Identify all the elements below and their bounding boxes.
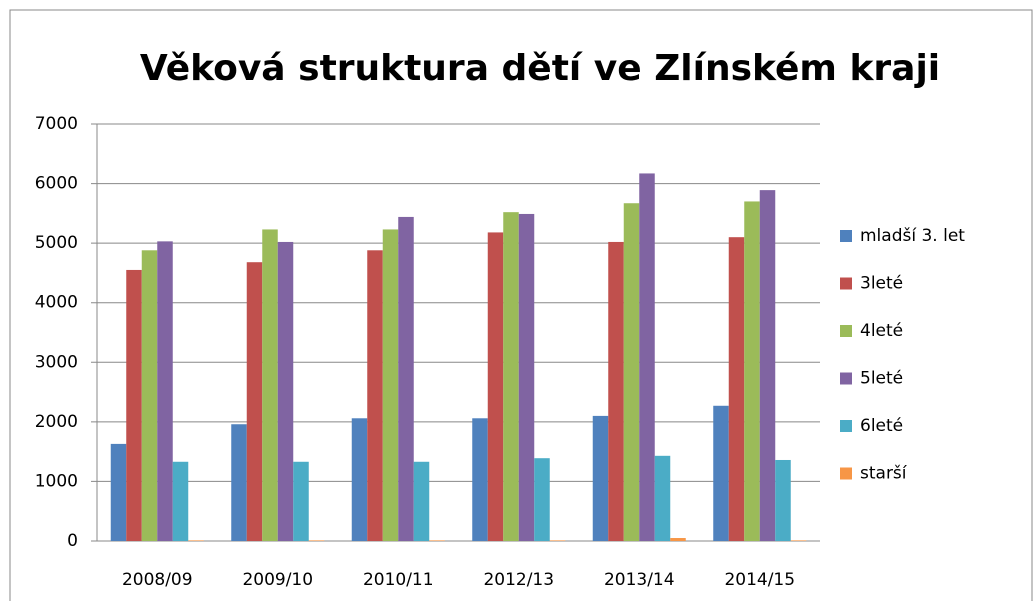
bar <box>110 443 127 541</box>
y-tick-label: 7000 <box>35 114 78 134</box>
bar <box>592 415 609 541</box>
x-tick-label: 2014/15 <box>724 570 795 590</box>
bar <box>157 241 173 541</box>
legend-swatch <box>840 277 852 290</box>
y-tick-label: 1000 <box>35 471 78 491</box>
x-tick-label: 2013/14 <box>604 570 675 590</box>
bar <box>382 229 399 542</box>
bar <box>549 540 566 541</box>
legend-label: mladší 3. let <box>860 226 965 246</box>
bar <box>790 540 807 541</box>
bar <box>246 262 263 541</box>
bar <box>623 203 640 542</box>
bar <box>654 455 671 541</box>
bar <box>670 538 686 541</box>
bar <box>367 250 383 541</box>
bar <box>534 458 550 541</box>
bar <box>398 216 414 541</box>
bar <box>713 405 729 541</box>
bar <box>277 241 294 542</box>
bar <box>429 540 445 541</box>
legend-swatch <box>840 420 852 432</box>
legend-label: 6leté <box>860 416 903 436</box>
y-tick-label: 5000 <box>35 233 78 253</box>
bar <box>728 237 745 541</box>
legend-swatch <box>840 325 852 337</box>
bar <box>188 540 204 541</box>
bar <box>759 190 776 542</box>
x-tick-label: 2009/10 <box>242 570 313 590</box>
y-tick-label: 4000 <box>35 293 78 313</box>
legend-label: 3leté <box>860 274 903 294</box>
bar <box>141 250 158 541</box>
legend-swatch <box>840 230 852 242</box>
y-tick-label: 2000 <box>35 412 78 432</box>
bar <box>293 461 309 541</box>
bar <box>231 424 247 541</box>
bar <box>487 232 504 542</box>
legend-swatch <box>840 372 852 385</box>
legend-swatch <box>840 467 852 480</box>
legend-label: starší <box>860 464 908 484</box>
chart-title: Věková struktura dětí ve Zlínském kraji <box>140 48 940 89</box>
bar <box>172 461 189 541</box>
bar <box>351 418 368 541</box>
bar <box>308 540 325 541</box>
bar <box>413 461 430 541</box>
bar <box>472 418 488 541</box>
bar <box>262 229 278 542</box>
legend-label: 4leté <box>860 321 903 341</box>
bar <box>775 459 791 541</box>
bar <box>126 269 142 541</box>
y-tick-label: 6000 <box>35 174 78 194</box>
y-tick-label: 3000 <box>35 352 78 372</box>
x-tick-label: 2008/09 <box>122 570 193 590</box>
bar <box>518 213 535 541</box>
y-tick-label: 0 <box>67 531 78 551</box>
bar <box>608 241 624 542</box>
x-tick-label: 2012/13 <box>483 570 554 590</box>
bar <box>503 212 519 541</box>
bar <box>744 201 760 541</box>
legend-label: 5leté <box>860 369 903 389</box>
bar <box>639 173 655 542</box>
x-tick-label: 2010/11 <box>363 570 434 590</box>
